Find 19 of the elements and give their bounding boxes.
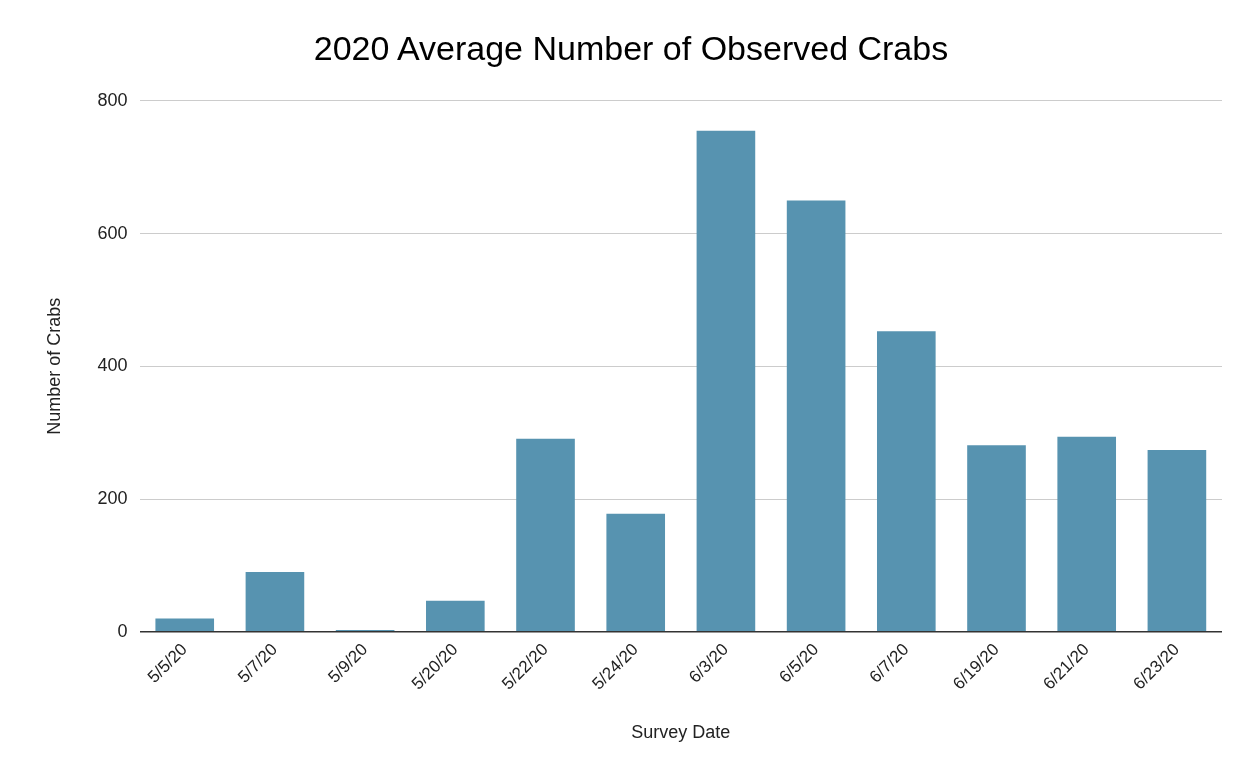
bar [426, 600, 485, 632]
bar [606, 513, 666, 632]
bar [1057, 436, 1117, 632]
y-tick-label: 400 [97, 355, 128, 376]
bar [877, 331, 936, 632]
y-tick-label: 200 [97, 488, 128, 509]
x-axis-title: Survey Date [631, 722, 731, 743]
y-tick-label: 600 [97, 222, 128, 243]
bar [245, 572, 305, 632]
y-axis-title: Number of Crabs [43, 297, 64, 435]
bar [786, 200, 846, 632]
bar [516, 438, 575, 632]
bar [155, 618, 215, 632]
chart-title: 2020 Average Number of Observed Crabs [313, 28, 949, 67]
bar [1147, 449, 1207, 632]
bar [696, 130, 756, 632]
y-tick-label: 0 [117, 620, 128, 641]
y-tick-label: 800 [97, 89, 128, 110]
bar [967, 445, 1026, 632]
